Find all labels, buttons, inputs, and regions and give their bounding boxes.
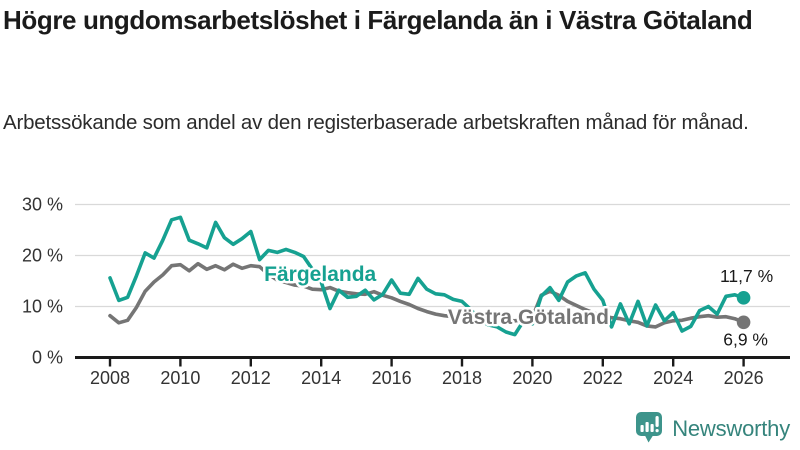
series-line-1 — [108, 261, 746, 329]
x-axis-tick-label: 2020 — [512, 368, 552, 388]
x-axis-tick-label: 2008 — [90, 368, 130, 388]
series-end-dot-1 — [736, 315, 751, 330]
series-label-vastra-gotaland: Västra Götaland — [448, 306, 609, 329]
y-axis-tick-label: 20 % — [22, 246, 63, 266]
x-axis-tick-label: 2010 — [160, 368, 200, 388]
series-label-fargelanda: Färgelanda — [264, 263, 376, 286]
x-axis-tick-label: 2026 — [724, 368, 764, 388]
chart-overlay: Färgelanda Västra Götaland 11,7 % 6,9 % — [262, 261, 774, 350]
y-axis-tick-label: 30 % — [22, 195, 63, 215]
x-axis-tick-label: 2014 — [301, 368, 341, 388]
series-end-dot-0 — [736, 291, 751, 305]
newsworthy-logo-text: Newsworthy — [672, 416, 790, 441]
newsworthy-bar-chart-bubble-icon — [636, 412, 663, 443]
end-value-label-vastra-gotaland: 6,9 % — [723, 329, 768, 349]
y-axis-tick-label: 0 % — [32, 348, 63, 368]
chart-generated-layers: 0 % 10 % 20 % 30 % 2008 2010 2012 2014 2016 2018 2… — [22, 195, 790, 388]
y-axis-tick-label: 10 % — [22, 297, 63, 317]
chart-subtitle: Arbetssökande som andel av den registerb… — [3, 111, 749, 134]
x-axis-tick-label: 2024 — [653, 368, 693, 388]
newsworthy-logo: Newsworthy — [635, 411, 790, 444]
x-axis-tick-label: 2016 — [372, 368, 412, 388]
x-axis-tick-label: 2022 — [583, 368, 623, 388]
x-axis-tick-label: 2018 — [442, 368, 482, 388]
x-axis-tick-label: 2012 — [231, 368, 271, 388]
end-value-label-fargelanda: 11,7 % — [720, 266, 773, 286]
page-title: Högre ungdomsarbetslöshet i Färgelanda ä… — [3, 5, 753, 35]
series-line-0 — [108, 215, 746, 337]
